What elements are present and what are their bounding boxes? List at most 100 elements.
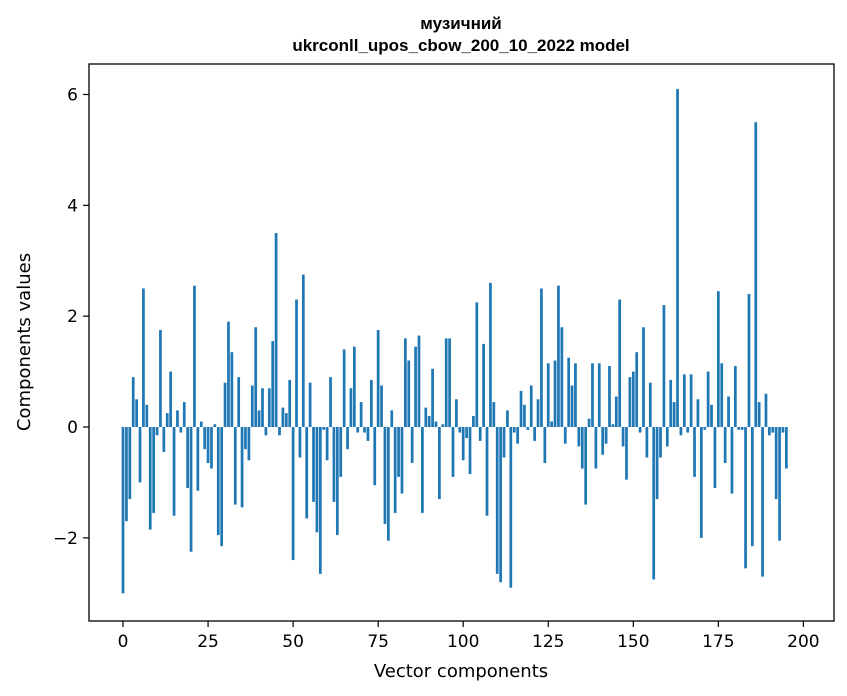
bar-27 <box>213 424 217 428</box>
bar-126 <box>550 421 554 428</box>
bar-176 <box>720 363 724 428</box>
bar-34 <box>237 377 241 428</box>
bar-106 <box>482 343 485 428</box>
bar-149 <box>628 377 632 428</box>
bar-71 <box>363 427 366 433</box>
bar-87 <box>417 335 421 428</box>
bar-68 <box>352 346 356 428</box>
x-tick-label-200: 200 <box>787 632 819 652</box>
x-axis-ticks: 0 25 50 75 100 125 150 175 200 <box>118 621 820 652</box>
bar-122 <box>536 399 540 428</box>
bar-82 <box>400 427 404 494</box>
bar-100 <box>461 427 465 461</box>
bar-182 <box>740 427 744 430</box>
y-tick-label-2: 2 <box>67 307 78 327</box>
bar-133 <box>574 363 577 428</box>
bar-103 <box>472 415 475 428</box>
bar-46 <box>278 427 281 436</box>
bar-139 <box>594 427 598 469</box>
bar-10 <box>155 427 159 436</box>
bar-104 <box>475 302 479 428</box>
bar-172 <box>706 371 710 428</box>
bar-185 <box>750 427 754 547</box>
bar-145 <box>614 396 618 428</box>
bar-74 <box>373 427 377 486</box>
bar-88 <box>421 427 424 513</box>
bar-127 <box>553 360 557 428</box>
bar-129 <box>560 327 564 428</box>
bar-26 <box>210 427 213 469</box>
bar-179 <box>730 427 734 494</box>
bar-98 <box>455 399 458 428</box>
bar-52 <box>298 427 302 458</box>
plot-frame <box>88 63 835 622</box>
bar-102 <box>468 427 472 475</box>
bar-101 <box>465 427 468 439</box>
bar-5 <box>138 427 142 483</box>
bar-162 <box>672 402 676 428</box>
bar-15 <box>172 427 176 516</box>
bar-109 <box>492 402 496 428</box>
bar-83 <box>404 338 407 428</box>
bar-167 <box>689 374 693 428</box>
bar-141 <box>601 427 605 455</box>
bar-55 <box>308 382 312 428</box>
bar-57 <box>315 427 319 533</box>
bar-121 <box>533 427 536 441</box>
x-tick-label-100: 100 <box>447 632 479 652</box>
bar-144 <box>611 424 615 428</box>
bar-168 <box>693 427 696 477</box>
bar-154 <box>645 427 649 458</box>
bar-170 <box>699 427 703 538</box>
x-tick-label-0: 0 <box>118 632 129 652</box>
bar-118 <box>523 404 526 428</box>
bar-3 <box>131 377 135 428</box>
bar-14 <box>169 371 173 428</box>
bar-187 <box>757 402 761 428</box>
bar-113 <box>506 410 509 428</box>
bar-23 <box>199 421 203 428</box>
bar-164 <box>679 427 683 436</box>
bar-73 <box>369 379 373 428</box>
bar-99 <box>458 427 462 433</box>
bar-64 <box>339 427 343 477</box>
bar-92 <box>434 421 438 428</box>
bar-78 <box>387 427 390 541</box>
bar-115 <box>512 427 516 433</box>
bar-138 <box>591 363 594 428</box>
bar-90 <box>427 415 431 428</box>
bar-47 <box>281 407 285 428</box>
bar-192 <box>774 427 778 500</box>
bar-63 <box>335 427 339 536</box>
y-tick-label-0: 0 <box>67 418 78 438</box>
bar-7 <box>145 404 149 428</box>
y-tick-label-4: 4 <box>67 196 78 216</box>
bar-142 <box>604 427 608 444</box>
bar-165 <box>682 374 686 428</box>
bar-1 <box>125 427 128 522</box>
bar-186 <box>754 122 758 428</box>
bar-150 <box>631 371 635 428</box>
bar-11 <box>159 330 162 428</box>
bar-180 <box>733 366 737 428</box>
bar-58 <box>318 427 322 574</box>
bar-136 <box>584 427 588 505</box>
bar-193 <box>778 427 781 541</box>
bar-105 <box>478 427 482 441</box>
bar-9 <box>152 427 155 513</box>
bar-159 <box>662 305 666 428</box>
bar-45 <box>274 233 278 428</box>
bar-89 <box>424 407 428 428</box>
bar-49 <box>288 379 292 428</box>
bar-6 <box>142 288 145 428</box>
bar-29 <box>220 427 224 547</box>
bar-30 <box>223 382 227 428</box>
bar-41 <box>261 388 264 428</box>
bar-140 <box>597 363 601 428</box>
bar-60 <box>325 427 329 461</box>
bar-51 <box>295 299 298 428</box>
bar-36 <box>244 427 247 450</box>
bar-174 <box>713 427 717 488</box>
bar-32 <box>230 352 234 428</box>
bar-75 <box>376 330 380 428</box>
